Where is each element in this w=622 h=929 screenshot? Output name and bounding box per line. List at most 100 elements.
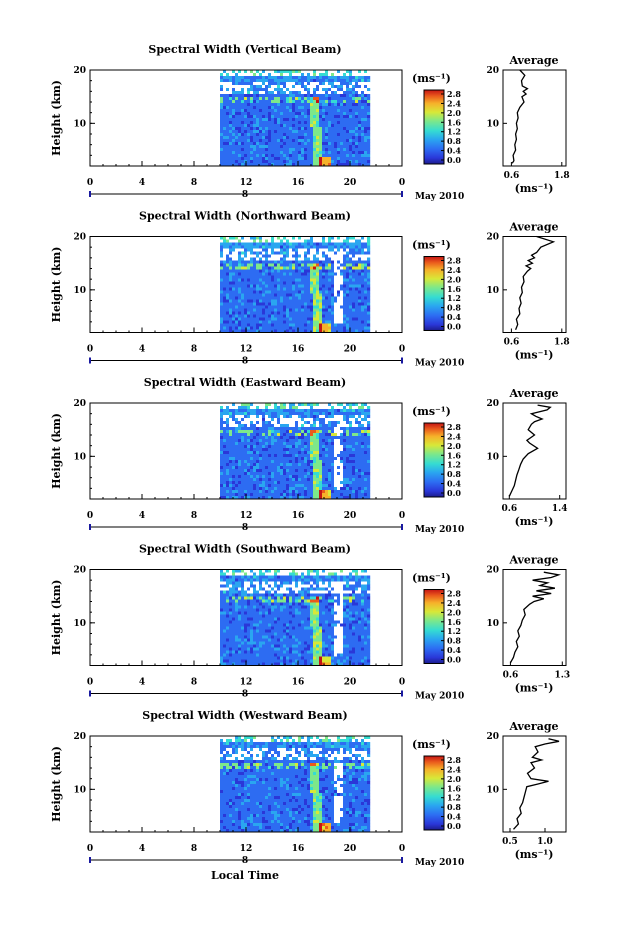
heatmap-cell (277, 427, 281, 431)
heatmap-cell (337, 136, 341, 140)
heatmap-cell (247, 272, 251, 276)
heatmap-cell (364, 451, 368, 455)
heatmap-cell (220, 275, 224, 279)
x-tick-label: 4 (139, 511, 145, 521)
heatmap-cell (367, 266, 371, 270)
heatmap-cell (292, 433, 296, 437)
heatmap-cell (343, 475, 347, 479)
heatmap-cell (307, 115, 311, 119)
heatmap-cell (322, 145, 326, 149)
heatmap-cell (343, 91, 347, 95)
heatmap-cell (295, 311, 299, 315)
heatmap-cell (346, 314, 350, 318)
heatmap-cell (343, 260, 347, 264)
heatmap-cell (337, 163, 341, 167)
heatmap-cell (307, 418, 311, 422)
heatmap-cell (319, 409, 323, 413)
heatmap-cell (313, 257, 317, 261)
heatmap-cell (232, 121, 236, 125)
heatmap-cell (247, 290, 251, 294)
heatmap-cell (241, 94, 245, 98)
heatmap-cell (313, 281, 317, 285)
heatmap-cell (238, 284, 242, 288)
heatmap-cell (352, 269, 356, 273)
heatmap-cell (235, 463, 239, 467)
heatmap-cell (367, 299, 371, 303)
heatmap-cell (310, 439, 314, 443)
colorbar-tick-label: 1.2 (447, 293, 461, 303)
heatmap-cell (346, 317, 350, 321)
heatmap-cell (349, 124, 353, 128)
heatmap-cell (256, 430, 260, 434)
heatmap-cell (319, 136, 323, 140)
heatmap-cell (310, 82, 314, 86)
heatmap-cell (343, 314, 347, 318)
heatmap-cell (322, 103, 326, 107)
heatmap-cell (367, 293, 371, 297)
heatmap-cell (229, 454, 233, 458)
heatmap-cell (349, 263, 353, 267)
heatmap-cell (328, 311, 332, 315)
heatmap-cell (262, 454, 266, 458)
heatmap-cell (283, 254, 287, 258)
heatmap-cell (232, 308, 236, 312)
heatmap-cell (241, 275, 245, 279)
heatmap-cell (349, 287, 353, 291)
heatmap-cell (346, 409, 350, 413)
heatmap-cell (343, 236, 347, 240)
heatmap-cell (328, 448, 332, 452)
heatmap-cell (262, 263, 266, 267)
heatmap-cell (307, 121, 311, 125)
heatmap-cell (274, 475, 278, 479)
heatmap-cell (235, 472, 239, 476)
heatmap-cell (292, 490, 296, 494)
heatmap-cell (220, 85, 224, 89)
heatmap-cell (352, 145, 356, 149)
heatmap-cell (334, 436, 338, 440)
heatmap-cell (310, 323, 314, 327)
heatmap-cell (223, 269, 227, 273)
heatmap-cell (262, 290, 266, 294)
heatmap-cell (334, 302, 338, 306)
heatmap-cell (361, 305, 365, 309)
heatmap-cell (334, 160, 338, 164)
heatmap-cell (295, 239, 299, 243)
heatmap-cell (277, 314, 281, 318)
heatmap-cell (328, 70, 332, 74)
heatmap-cell (304, 296, 308, 300)
heatmap-cell (286, 403, 290, 407)
heatmap-cell (304, 493, 308, 497)
heatmap-cell (229, 269, 233, 273)
heatmap-cell (271, 403, 275, 407)
heatmap-cell (271, 79, 275, 83)
heatmap-cell (262, 493, 266, 497)
heatmap-cell (235, 323, 239, 327)
heatmap-cell (307, 439, 311, 443)
heatmap-cell (349, 157, 353, 161)
heatmap-cell (322, 275, 326, 279)
heatmap-cell (292, 293, 296, 297)
heatmap-cell (298, 157, 302, 161)
heatmap-cell (283, 73, 287, 77)
heatmap-cell (313, 97, 317, 101)
heatmap-cell (355, 412, 359, 416)
heatmap-cell (334, 293, 338, 297)
heatmap-cell (220, 73, 224, 77)
heatmap-cell (280, 427, 284, 431)
heatmap-cell (247, 70, 251, 74)
heatmap-cell (262, 251, 266, 255)
heatmap-cell (310, 133, 314, 137)
heatmap-cell (289, 409, 293, 413)
heatmap-cell (313, 284, 317, 288)
heatmap-cell (220, 454, 224, 458)
heatmap-cell (283, 478, 287, 482)
heatmap-cell (304, 451, 308, 455)
heatmap-cell (292, 308, 296, 312)
heatmap-cell (277, 145, 281, 149)
heatmap-cell (280, 323, 284, 327)
heatmap-cell (313, 73, 317, 77)
heatmap-cell (274, 236, 278, 240)
heatmap-cell (361, 418, 365, 422)
heatmap-cell (364, 299, 368, 303)
heatmap-cell (319, 118, 323, 122)
